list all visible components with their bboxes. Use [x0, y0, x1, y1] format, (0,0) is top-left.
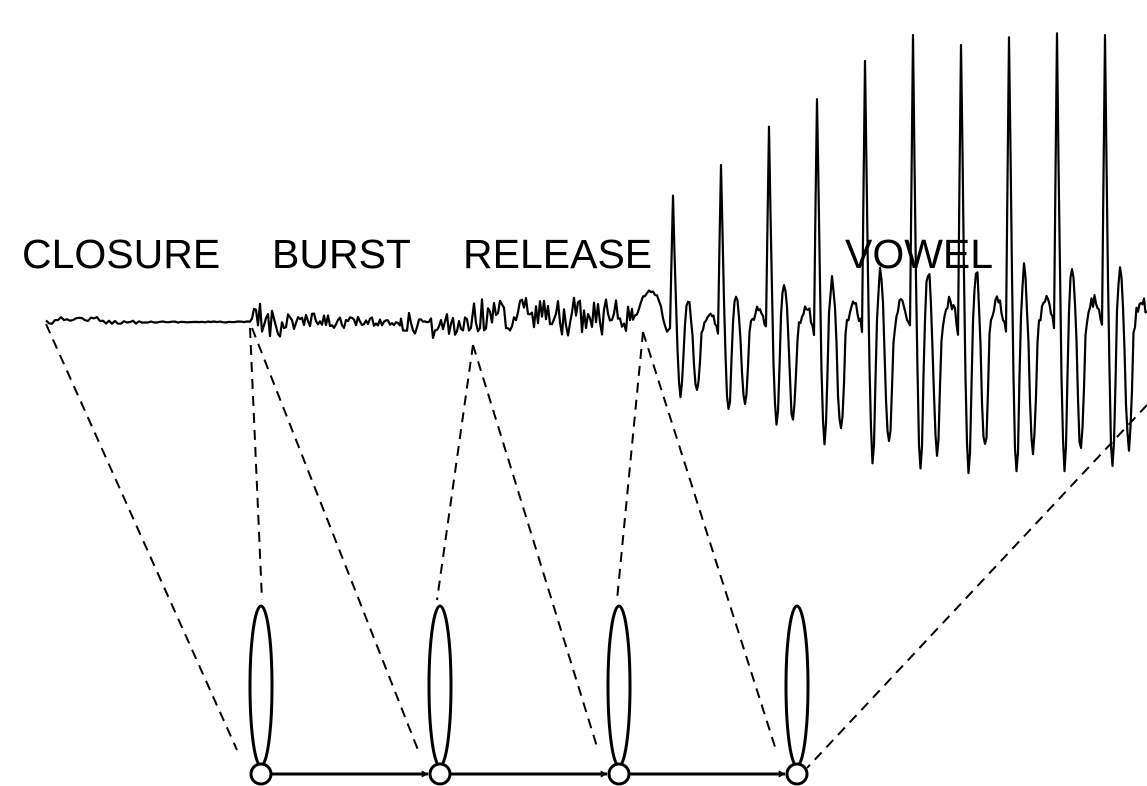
- hmm-states: [248, 604, 810, 786]
- hmm-state-1: [248, 604, 274, 786]
- segment-label-release: RELEASE: [463, 231, 652, 277]
- mapping-line: [472, 344, 599, 751]
- speech-waveform: [45, 32, 1147, 475]
- segment-label-vowel: VOWEL: [845, 231, 993, 277]
- state-node: [607, 762, 631, 786]
- state-emission-loop: [248, 604, 274, 768]
- state-emission-loop: [427, 604, 453, 768]
- mapping-line: [45, 323, 238, 751]
- state-node: [428, 762, 452, 786]
- hmm-state-3: [606, 604, 632, 786]
- mapping-line: [251, 327, 419, 751]
- segment-mapping-lines: [45, 323, 1147, 769]
- state-node: [785, 762, 809, 786]
- state-node: [249, 762, 273, 786]
- segment-label-burst: BURST: [272, 231, 411, 277]
- state-emission-loop: [606, 604, 632, 768]
- mapping-line: [806, 404, 1147, 769]
- mapping-line: [436, 344, 474, 601]
- hmm-state-4: [784, 604, 810, 786]
- state-emission-loop: [784, 604, 810, 768]
- segment-label-closure: CLOSURE: [22, 231, 220, 277]
- mapping-line: [249, 327, 263, 601]
- hmm-state-2: [427, 604, 453, 786]
- mapping-line: [616, 331, 644, 601]
- mapping-line: [642, 331, 777, 751]
